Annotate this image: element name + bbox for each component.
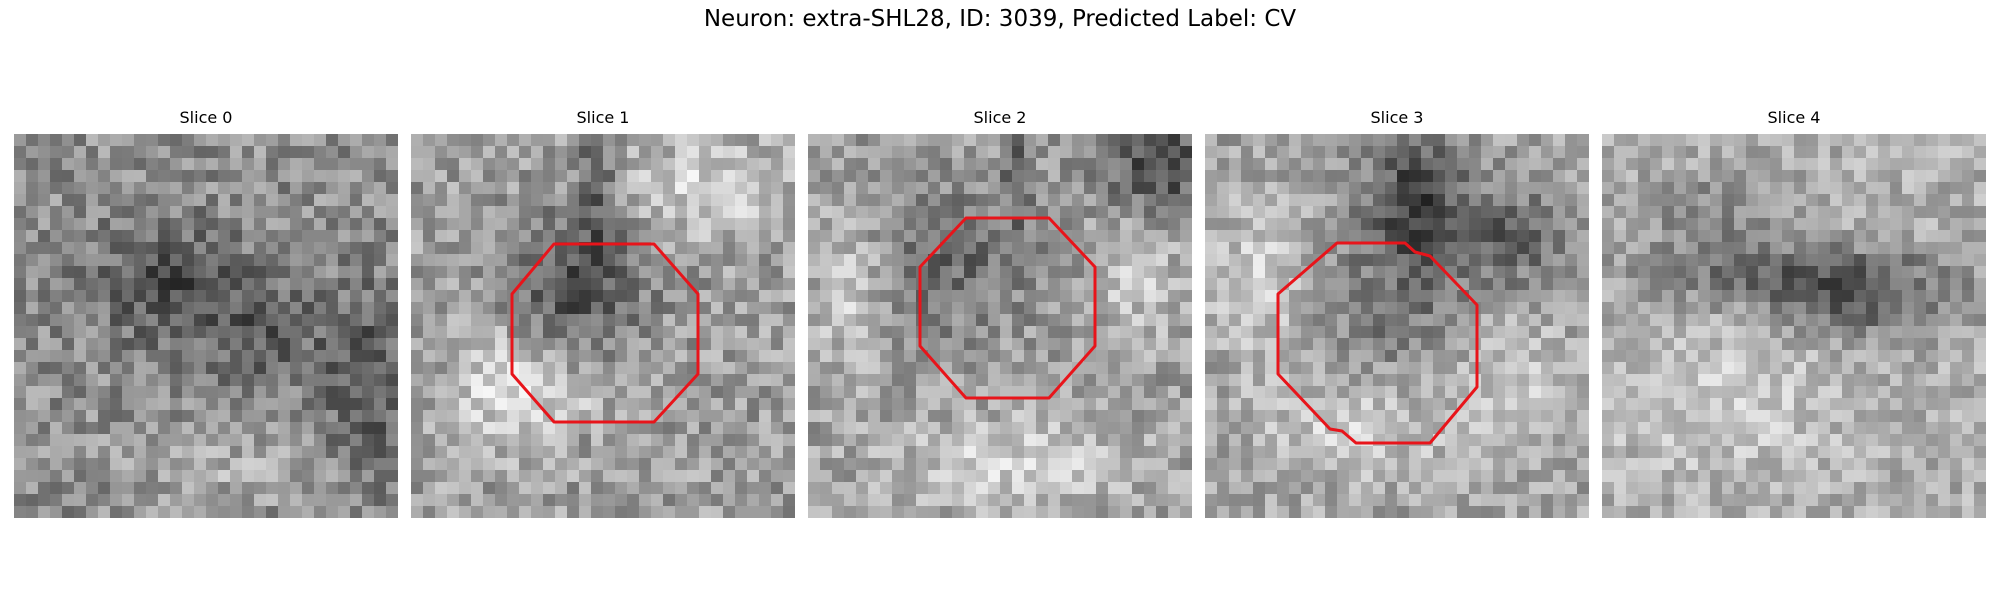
slice-image-2 — [808, 134, 1192, 518]
slice-panel-3: Slice 3 — [1205, 108, 1589, 518]
slice-image-4 — [1602, 134, 1986, 518]
slice-panel-4: Slice 4 — [1602, 108, 1986, 518]
slice-panel-2: Slice 2 — [808, 108, 1192, 518]
slice-title-3: Slice 3 — [1370, 108, 1424, 127]
figure-title: Neuron: extra-SHL28, ID: 3039, Predicted… — [703, 6, 1297, 32]
roi-contour-3 — [1276, 241, 1479, 445]
roi-contour-1 — [510, 242, 700, 424]
slice-title-0: Slice 0 — [179, 108, 233, 127]
slice-panel-1: Slice 1 — [411, 108, 795, 518]
slice-title-2: Slice 2 — [973, 108, 1027, 127]
roi-contour-2 — [918, 216, 1097, 400]
slice-title-1: Slice 1 — [576, 108, 630, 127]
slice-image-0 — [14, 134, 398, 518]
slice-title-4: Slice 4 — [1767, 108, 1821, 127]
slice-image-3 — [1205, 134, 1589, 518]
slice-image-1 — [411, 134, 795, 518]
slice-panel-0: Slice 0 — [14, 108, 398, 518]
